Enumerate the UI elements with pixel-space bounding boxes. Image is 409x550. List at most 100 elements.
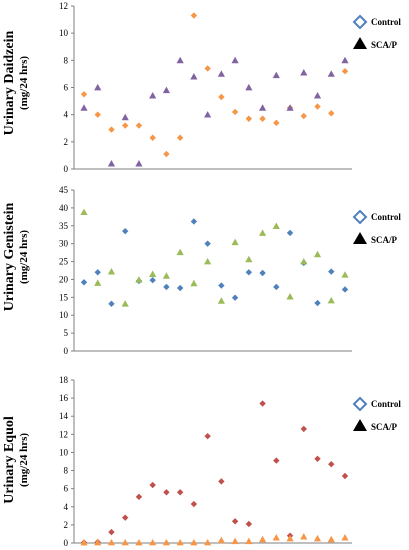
genistein-series-a-point-12	[245, 269, 253, 276]
genistein-y-tick-label-5: 25	[59, 257, 69, 267]
equol-series-a-point-10	[218, 478, 225, 485]
genistein-series-b-point-11	[231, 238, 239, 246]
equol-y-tick-label-1: 2	[64, 520, 69, 530]
equol-series-a-point-2	[108, 528, 115, 536]
daidzein-series-a-point-11	[231, 108, 239, 116]
genistein-series-a-point-6	[163, 283, 170, 291]
genistein-y-tick-label-1: 5	[64, 328, 69, 338]
genistein-series-a-point-13	[259, 269, 266, 277]
genistein-y-tick-label-2: 10	[59, 310, 69, 320]
daidzein-series-a-point-18	[328, 110, 335, 117]
equol-y-tick-label-0: 0	[64, 538, 69, 548]
daidzein-series-b-point-3	[121, 113, 129, 121]
equol-y-tick-label-3: 6	[64, 484, 69, 494]
daidzein-series-b-point-2	[107, 159, 116, 167]
equol-y-tick-label-4: 8	[64, 466, 69, 476]
equol-y-tick-label-6: 12	[59, 429, 68, 439]
daidzein-series-a-point-4	[135, 122, 143, 129]
daidzein-series-a-point-8	[190, 12, 198, 19]
genistein-y-tick-label-0: 0	[64, 346, 69, 356]
equol-series-a-point-9	[204, 432, 211, 440]
genistein-series-a-point-9	[204, 240, 211, 247]
daidzein-series-a-point-1	[94, 111, 101, 118]
equol-legend-control-marker	[352, 396, 368, 412]
equol-series-b-point-10	[217, 536, 225, 544]
genistein-series-a-point-1	[94, 269, 101, 276]
daidzein-series-b-point-6	[162, 86, 171, 94]
daidzein-y-tick-label-0: 0	[64, 164, 69, 174]
daidzein-legend-control-label: Control	[371, 17, 401, 27]
equol-series-b-point-14	[272, 533, 280, 541]
equol-series-b-point-12	[245, 537, 253, 545]
equol-series-a-point-19	[341, 472, 349, 480]
daidzein-series-b-point-10	[217, 70, 225, 77]
genistein-series-a-point-11	[231, 294, 239, 301]
equol-series-b-point-5	[149, 538, 157, 546]
genistein-series-b-point-6	[162, 272, 171, 279]
genistein-series-a-point-18	[328, 268, 335, 275]
genistein-series-b-point-12	[245, 255, 253, 263]
daidzein-y-tick-label-3: 6	[64, 83, 69, 93]
daidzein-series-b-point-0	[80, 104, 88, 111]
genistein-series-b-point-2	[107, 267, 116, 275]
genistein-y-tick-label-4: 20	[59, 274, 69, 284]
genistein-series-a-point-14	[273, 283, 280, 291]
equol-series-b-point-4	[135, 538, 143, 546]
daidzein-y-tick-label-6: 12	[59, 1, 68, 11]
daidzein-series-b-point-5	[149, 92, 157, 99]
genistein-y-tick-label-6: 30	[59, 239, 69, 249]
genistein-legend-control-marker	[352, 209, 368, 225]
genistein-series-b-point-9	[204, 257, 212, 265]
genistein-series-b-point-3	[121, 300, 129, 307]
equol-legend-control-label: Control	[371, 399, 401, 409]
equol-series-b-point-1	[94, 538, 102, 546]
genistein-series-a-point-7	[176, 284, 184, 292]
daidzein-legend-scap-marker	[353, 37, 367, 49]
genistein-series-b-point-0	[80, 208, 88, 216]
genistein-y-tick-label-7: 35	[59, 221, 69, 231]
genistein-series-b-point-15	[286, 293, 294, 300]
equol-series-b-point-18	[327, 535, 335, 543]
daidzein-series-a-point-13	[259, 115, 266, 122]
equol-series-a-point-11	[231, 518, 239, 525]
daidzein-series-b-point-11	[231, 56, 239, 64]
equol-series-a-point-6	[163, 489, 170, 496]
daidzein-series-a-point-2	[108, 126, 115, 133]
genistein-legend-control-label: Control	[371, 212, 401, 222]
genistein-series-b-point-19	[341, 271, 349, 278]
daidzein-series-a-point-16	[300, 112, 307, 120]
daidzein-series-b-point-14	[272, 71, 280, 79]
daidzein-series-a-point-17	[314, 103, 321, 110]
genistein-series-b-point-13	[258, 229, 267, 236]
equol-series-b-point-13	[258, 535, 267, 543]
genistein-legend-scap-marker	[353, 232, 367, 244]
daidzein-series-b-point-17	[313, 92, 322, 99]
equol-series-a-point-3	[122, 514, 129, 521]
genistein-series-a-point-17	[314, 299, 321, 307]
equol-series-b-point-8	[190, 538, 198, 546]
genistein-series-b-point-5	[149, 270, 157, 277]
equol-y-tick-label-9: 18	[59, 375, 69, 385]
genistein-series-a-point-3	[122, 227, 129, 235]
genistein-series-a-point-2	[108, 300, 115, 307]
genistein-series-a-point-8	[190, 218, 198, 225]
daidzein-series-b-point-1	[94, 83, 102, 91]
genistein-series-a-point-19	[341, 286, 349, 293]
genistein-legend: Control SCA/P	[352, 209, 401, 245]
equol-series-a-point-13	[259, 400, 266, 407]
daidzein-series-b-point-4	[135, 159, 143, 167]
daidzein-y-tick-label-4: 8	[64, 55, 69, 65]
genistein-series-b-point-10	[217, 297, 225, 304]
daidzein-legend-scap-label: SCA/P	[371, 40, 398, 50]
daidzein-y-tick-label-5: 10	[59, 28, 69, 38]
daidzein-series-a-point-19	[341, 68, 349, 75]
genistein-series-b-point-7	[176, 248, 184, 256]
daidzein-series-a-point-7	[176, 134, 184, 141]
daidzein-series-b-point-16	[300, 68, 308, 76]
genistein-series-a-point-15	[286, 229, 294, 237]
equol-series-b-point-19	[341, 533, 349, 541]
equol-series-a-point-12	[245, 520, 253, 528]
equol-series-b-point-15	[286, 534, 294, 542]
daidzein-series-b-point-18	[327, 70, 335, 77]
